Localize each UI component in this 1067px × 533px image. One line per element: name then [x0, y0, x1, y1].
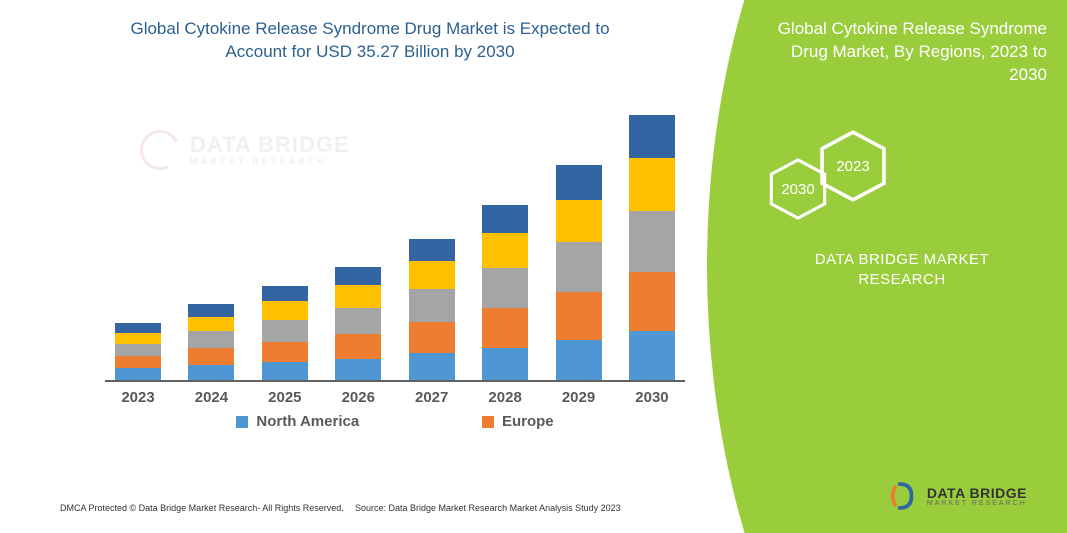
bar-2030	[629, 115, 675, 380]
bar-segment-segment5	[188, 304, 234, 317]
bar-segment-europe	[556, 292, 602, 341]
bar-segment-segment3	[188, 331, 234, 348]
bar-segment-europe	[262, 342, 308, 363]
bar-segment-north_america	[482, 348, 528, 380]
footer-logo-line2: MARKET RESEARCH	[927, 500, 1027, 507]
legend-swatch	[236, 416, 248, 428]
bar-segment-segment5	[262, 286, 308, 301]
x-label: 2028	[482, 389, 528, 406]
chart-legend: North America Europe	[175, 413, 615, 430]
bar-segment-segment3	[262, 320, 308, 341]
bar-segment-segment3	[409, 289, 455, 321]
right-panel: Global Cytokine Release Syndrome Drug Ma…	[707, 0, 1067, 533]
bar-2027	[409, 239, 455, 380]
legend-item-europe: Europe	[482, 413, 554, 430]
bar-2024	[188, 304, 234, 380]
bar-segment-north_america	[335, 359, 381, 380]
bar-segment-segment4	[335, 285, 381, 308]
legend-label: North America	[256, 413, 359, 430]
bar-segment-segment3	[482, 268, 528, 308]
legend-label: Europe	[502, 413, 554, 430]
bar-segment-europe	[409, 322, 455, 354]
footer-dmca: DMCA Protected © Data Bridge Market Rese…	[60, 503, 344, 513]
bar-2028	[482, 205, 528, 380]
bar-segment-europe	[335, 334, 381, 359]
bar-segment-segment4	[188, 317, 234, 332]
chart-area: 20232024202520262027202820292030 North A…	[115, 100, 675, 400]
bar-segment-north_america	[115, 368, 161, 380]
bar-segment-north_america	[409, 353, 455, 380]
hexagon-2023: 2023	[817, 130, 889, 202]
x-label: 2024	[188, 389, 234, 406]
footer-source: Source: Data Bridge Market Research Mark…	[355, 503, 621, 513]
bar-2025	[262, 286, 308, 380]
bar-segment-segment5	[482, 205, 528, 233]
bar-segment-segment5	[409, 239, 455, 261]
bar-segment-segment4	[482, 233, 528, 268]
hexagon-icon	[817, 130, 889, 202]
bar-segment-europe	[188, 348, 234, 365]
brand-label: DATA BRIDGE MARKET RESEARCH	[792, 250, 1012, 291]
bar-segment-segment4	[262, 301, 308, 320]
bar-segment-europe	[115, 356, 161, 369]
x-label: 2025	[262, 389, 308, 406]
x-label: 2027	[409, 389, 455, 406]
bar-segment-segment4	[409, 261, 455, 289]
x-axis-labels: 2023 2024 2025 2026 2027 2028 2029 2030	[115, 389, 675, 406]
bar-segment-north_america	[629, 331, 675, 380]
bar-segment-segment5	[629, 115, 675, 158]
bar-segment-north_america	[556, 340, 602, 380]
footer-logo-text: DATA BRIDGE MARKET RESEARCH	[927, 486, 1027, 507]
right-title: Global Cytokine Release Syndrome Drug Ma…	[767, 18, 1047, 87]
chart-title: Global Cytokine Release Syndrome Drug Ma…	[100, 18, 640, 64]
x-axis-line	[105, 380, 685, 382]
x-label: 2023	[115, 389, 161, 406]
bar-segment-north_america	[262, 362, 308, 380]
bar-segment-segment3	[629, 211, 675, 272]
bar-segment-europe	[482, 308, 528, 348]
footer-logo-line1: DATA BRIDGE	[927, 485, 1027, 501]
bar-segment-segment5	[115, 323, 161, 333]
bar-segment-europe	[629, 272, 675, 332]
bar-segment-segment3	[335, 308, 381, 334]
left-panel: Global Cytokine Release Syndrome Drug Ma…	[0, 0, 740, 533]
bar-2023	[115, 323, 161, 380]
x-label: 2026	[335, 389, 381, 406]
bar-2029	[556, 165, 602, 380]
x-label: 2030	[629, 389, 675, 406]
bar-segment-segment4	[556, 200, 602, 243]
bar-segment-segment3	[115, 344, 161, 356]
legend-swatch	[482, 416, 494, 428]
bar-2026	[335, 267, 381, 380]
footer-logo-icon	[889, 481, 919, 511]
bars-row	[115, 100, 675, 380]
bar-segment-north_america	[188, 365, 234, 380]
bar-segment-segment5	[335, 267, 381, 285]
bar-segment-segment3	[556, 242, 602, 291]
legend-item-north_america: North America	[236, 413, 359, 430]
x-label: 2029	[556, 389, 602, 406]
bar-segment-segment4	[629, 158, 675, 210]
bar-segment-segment4	[115, 333, 161, 344]
footer-logo: DATA BRIDGE MARKET RESEARCH	[889, 481, 1027, 511]
bar-segment-segment5	[556, 165, 602, 200]
